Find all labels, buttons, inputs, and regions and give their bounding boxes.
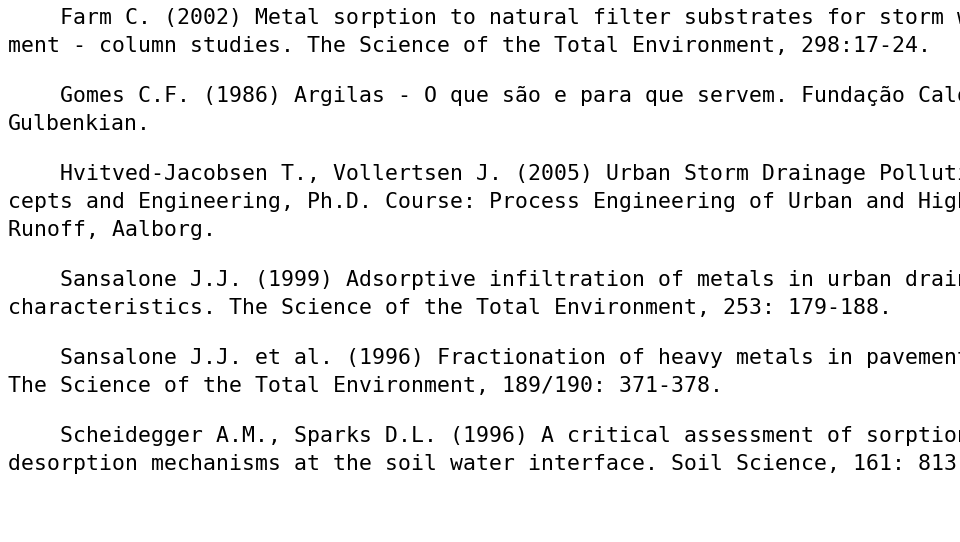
Text: desorption mechanisms at the soil water interface. Soil Science, 161: 813-831.: desorption mechanisms at the soil water … [8, 454, 960, 474]
Text: Hvitved-Jacobsen T., Vollertsen J. (2005) Urban Storm Drainage Pollution - Con-: Hvitved-Jacobsen T., Vollertsen J. (2005… [8, 164, 960, 184]
Text: Farm C. (2002) Metal sorption to natural filter substrates for storm water treat: Farm C. (2002) Metal sorption to natural… [8, 8, 960, 28]
Text: Scheidegger A.M., Sparks D.L. (1996) A critical assessment of sorption-: Scheidegger A.M., Sparks D.L. (1996) A c… [8, 426, 960, 446]
Text: Sansalone J.J. et al. (1996) Fractionation of heavy metals in pavement runoff.: Sansalone J.J. et al. (1996) Fractionati… [8, 348, 960, 368]
Text: ment - column studies. The Science of the Total Environment, 298:17-24.: ment - column studies. The Science of th… [8, 36, 931, 56]
Text: Sansalone J.J. (1999) Adsorptive infiltration of metals in urban drainage - medi: Sansalone J.J. (1999) Adsorptive infiltr… [8, 270, 960, 290]
Text: The Science of the Total Environment, 189/190: 371-378.: The Science of the Total Environment, 18… [8, 376, 723, 396]
Text: Runoff, Aalborg.: Runoff, Aalborg. [8, 220, 216, 240]
Text: characteristics. The Science of the Total Environment, 253: 179-188.: characteristics. The Science of the Tota… [8, 298, 892, 318]
Text: Gulbenkian.: Gulbenkian. [8, 114, 151, 134]
Text: Gomes C.F. (1986) Argilas - O que são e para que servem. Fundação Caloust: Gomes C.F. (1986) Argilas - O que são e … [8, 86, 960, 106]
Text: cepts and Engineering, Ph.D. Course: Process Engineering of Urban and Highway: cepts and Engineering, Ph.D. Course: Pro… [8, 192, 960, 212]
